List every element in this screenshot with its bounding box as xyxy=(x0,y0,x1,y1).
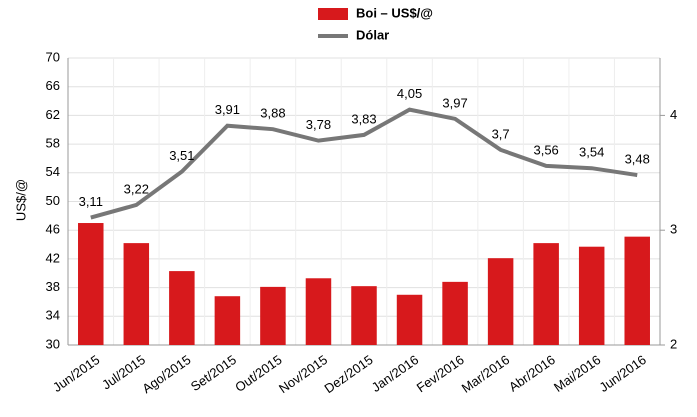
y-tick-label: 66 xyxy=(46,78,60,93)
y-tick-label: 50 xyxy=(46,193,60,208)
x-tick-label: Mai/2016 xyxy=(551,352,603,395)
x-tick-label: Jan/2016 xyxy=(369,352,421,395)
data-label: 3,83 xyxy=(351,111,376,126)
data-label: 3,88 xyxy=(260,106,285,121)
y-tick-label: 46 xyxy=(46,222,60,237)
x-tick-label: Set/2015 xyxy=(188,352,239,394)
y-tick-label: 38 xyxy=(46,279,60,294)
x-tick-label: Fev/2016 xyxy=(414,352,467,395)
y-tick-label: 70 xyxy=(46,49,60,64)
y-axis-label: US$/@ xyxy=(13,179,28,221)
bar xyxy=(214,296,241,345)
y-tick-label: 62 xyxy=(46,107,60,122)
data-label: 3,78 xyxy=(306,117,331,132)
bar xyxy=(533,243,559,345)
bar xyxy=(442,281,468,345)
bar xyxy=(78,223,104,345)
legend-swatch xyxy=(318,8,348,20)
data-label: 3,22 xyxy=(124,181,149,196)
y2-tick-label: 3 xyxy=(670,222,677,237)
x-tick-label: Jun/2015 xyxy=(50,352,102,395)
bar xyxy=(396,294,423,345)
bar xyxy=(123,243,150,345)
data-label: 3,54 xyxy=(579,145,604,160)
x-tick-label: Nov/2015 xyxy=(276,352,330,396)
data-label: 3,51 xyxy=(169,148,194,163)
bar xyxy=(351,286,377,345)
bar xyxy=(260,286,286,345)
line xyxy=(90,107,638,220)
bar xyxy=(578,246,605,345)
data-label: 3,7 xyxy=(492,126,510,141)
bar xyxy=(169,271,195,345)
x-tick-label: Dez/2015 xyxy=(321,352,375,396)
data-label: 3,91 xyxy=(215,102,240,117)
x-tick-label: Mar/2016 xyxy=(459,352,513,396)
legend-label: Dólar xyxy=(356,27,389,42)
y-tick-label: 30 xyxy=(46,336,60,351)
y2-tick-label: 2 xyxy=(670,336,677,351)
legend-label: Boi – US$/@ xyxy=(356,5,433,20)
data-label: 3,97 xyxy=(442,95,467,110)
bar xyxy=(624,236,650,345)
y-tick-label: 58 xyxy=(46,136,60,151)
y-tick-label: 54 xyxy=(46,164,60,179)
bar xyxy=(305,278,332,345)
y-tick-label: 34 xyxy=(46,308,60,323)
data-label: 4,05 xyxy=(397,86,422,101)
x-tick-label: Abr/2016 xyxy=(506,352,558,395)
x-tick-label: Ago/2015 xyxy=(139,352,193,396)
data-label: 3,48 xyxy=(625,152,650,167)
bar xyxy=(487,258,514,345)
x-tick-label: Out/2015 xyxy=(232,352,284,395)
x-tick-label: Jun/2016 xyxy=(596,352,648,395)
y2-tick-label: 4 xyxy=(670,107,677,122)
data-label: 3,56 xyxy=(533,142,558,157)
data-label: 3,11 xyxy=(79,194,103,209)
y-tick-label: 42 xyxy=(46,250,60,265)
